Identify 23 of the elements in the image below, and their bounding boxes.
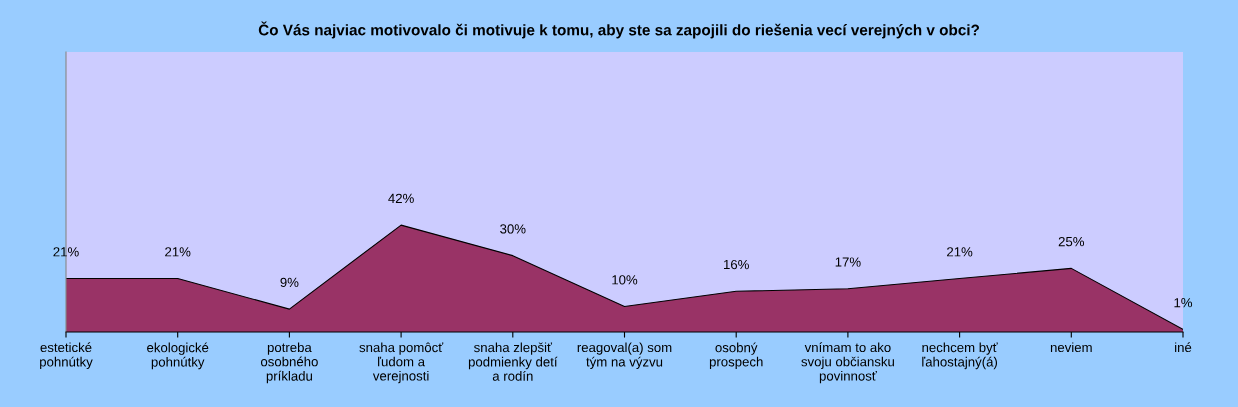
x-tick-label: estetické pohnútky <box>40 342 93 370</box>
x-tick-label: reagoval(a) som tým na výzvu <box>577 342 672 370</box>
x-tick-label: nechcem byť ľahostajný(á) <box>922 342 998 370</box>
data-label: 9% <box>280 277 299 288</box>
x-tick-label: ekologické pohnútky <box>147 342 209 370</box>
x-tick-label: snaha zlepšiť podmienky detí a rodín <box>468 342 558 381</box>
data-label: 21% <box>53 247 79 257</box>
data-label: 21% <box>165 247 191 257</box>
x-tick-label: neviem <box>1050 342 1092 353</box>
data-label: 17% <box>835 257 861 267</box>
x-tick-label: iné <box>1175 342 1192 353</box>
data-label: 10% <box>612 275 638 285</box>
x-tick-label: snaha pomôcť ľudom a verejnosti <box>359 342 444 384</box>
data-label: 21% <box>947 247 973 257</box>
data-label: 1% <box>1174 298 1193 308</box>
chart-title: Čo Vás najviac motivovalo či motivuje k tomu, aby ste sa zapojili do riešenia vecí verejných v obci? <box>258 21 979 39</box>
x-tick-label: vnímam to ako svoju občiansku povinnosť <box>801 342 894 384</box>
data-label: 25% <box>1058 236 1085 247</box>
data-label: 16% <box>724 259 749 270</box>
x-tick-label: osobný prospech <box>709 342 763 370</box>
data-label: 30% <box>500 224 526 234</box>
x-tick-label: potreba osobného príkladu <box>260 342 318 384</box>
data-label: 42% <box>388 193 414 203</box>
